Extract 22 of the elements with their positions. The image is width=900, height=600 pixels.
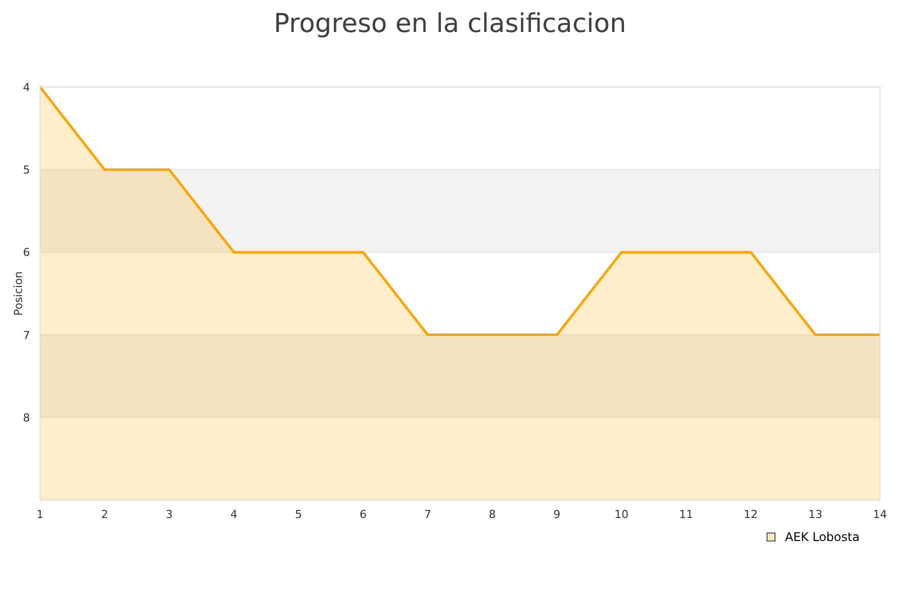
x-tick-label: 9 xyxy=(553,508,560,521)
x-tick-label: 6 xyxy=(360,508,367,521)
x-tick-label: 1 xyxy=(36,508,44,521)
x-tick-label: 5 xyxy=(294,508,302,521)
x-tick-label: 7 xyxy=(424,508,432,521)
x-tick-label: 2 xyxy=(101,508,108,521)
y-axis-title: Posicion xyxy=(12,271,25,316)
y-tick-label: 4 xyxy=(23,81,30,94)
y-tick-label: 8 xyxy=(23,411,30,424)
x-tick-label: 8 xyxy=(488,508,496,521)
x-tick-label: 10 xyxy=(614,508,629,521)
chart-title: Progreso en la clasificacion xyxy=(274,9,626,39)
y-tick-label: 5 xyxy=(23,164,30,177)
y-tick-label: 6 xyxy=(23,246,30,260)
x-tick-label: 14 xyxy=(873,508,887,521)
y-tick-label: 7 xyxy=(23,328,30,342)
x-tick-label: 12 xyxy=(744,508,758,521)
x-tick-label: 11 xyxy=(679,508,694,521)
x-tick-label: 4 xyxy=(230,508,238,521)
x-tick-label: 13 xyxy=(808,508,822,521)
x-tick-label: 3 xyxy=(166,508,173,521)
legend-label: AEK Lobosta xyxy=(785,530,860,544)
